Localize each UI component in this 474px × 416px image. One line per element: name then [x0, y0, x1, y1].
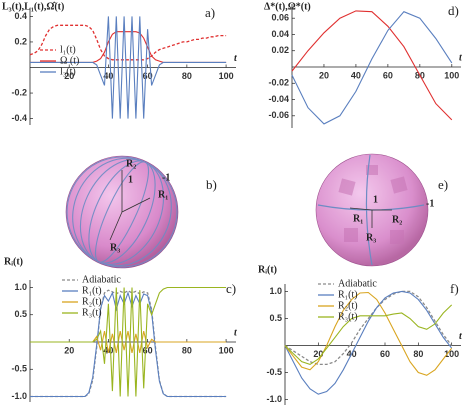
series-line: [284, 290, 453, 366]
y-tick-label: -0.02: [268, 78, 289, 88]
series-line: [29, 24, 227, 61]
x-tick-label: 40: [351, 70, 361, 80]
series-line: [291, 11, 453, 125]
panel-label: b): [206, 177, 217, 192]
sphere-marker: R₁: [353, 213, 363, 224]
y-tick-label: 0.5: [14, 309, 27, 319]
y-tick-label: -1.0: [266, 394, 282, 404]
series-line: [30, 286, 227, 397]
chart-panel: 20 40 60 80 100 -0.4 -0.2 0.2 0.4 t L₃(t),L₁(t),Ω̂…: [2, 1, 238, 125]
x-tick-label: 20: [64, 71, 74, 81]
series-line: [284, 304, 453, 366]
sphere-marker: 1: [128, 174, 133, 185]
sphere-b: R₁ R₂ R₃ 1 -1 b): [65, 155, 217, 269]
chart-panel: 20 40 60 80 100-1.0-0.50.51.0tRᵢ(t)f)Adiabat…: [258, 264, 463, 405]
chart-panel: 20 40 60 80 100-1.0-0.50.51.0tRᵢ(t)c)Adiabat…: [4, 256, 238, 402]
x-tick-label: 80: [413, 349, 423, 359]
legend-label: Adiabatic: [338, 278, 377, 289]
legend-label: Adiabatic: [82, 274, 121, 285]
y-tick-label: 0.06: [271, 13, 289, 23]
series-line: [291, 10, 453, 121]
sphere-marker: R₂: [392, 214, 402, 225]
y-axis-label: Rᵢ(t): [4, 256, 23, 267]
y-tick-label: 1.0: [14, 282, 27, 292]
legend-label: l₁(t): [60, 44, 76, 55]
y-tick-label: -0.5: [11, 364, 27, 374]
y-tick-label: 0.4: [14, 11, 27, 21]
series-line: [284, 291, 453, 376]
x-tick-label: 60: [143, 71, 153, 81]
sphere-marker: R₃: [110, 242, 120, 253]
legend-label: R₁(t): [338, 289, 358, 300]
x-axis-label: t: [234, 53, 238, 64]
sphere-marker: R₁: [158, 189, 168, 200]
y-axis-label: Rᵢ(t): [258, 264, 277, 275]
panel-label: a): [205, 5, 215, 20]
y-tick-label: 1.0: [269, 286, 282, 296]
series-line: [30, 16, 227, 119]
y-tick-label: -0.06: [268, 110, 289, 120]
x-tick-label: 100: [219, 345, 234, 355]
x-tick-label: 60: [380, 349, 390, 359]
x-tick-label: 100: [444, 70, 459, 80]
series-line: [30, 291, 227, 398]
panel-label: e): [438, 177, 448, 192]
x-tick-label: 20: [64, 345, 74, 355]
x-axis-label: t: [459, 331, 463, 342]
y-tick-label: -1.0: [11, 391, 27, 401]
sphere-marker: R₂: [126, 158, 136, 169]
panel-label: c): [226, 281, 236, 296]
x-tick-label: 80: [182, 345, 192, 355]
y-tick-label: 0.02: [271, 45, 289, 55]
legend-label: R₂(t): [82, 296, 102, 307]
x-tick-label: 100: [444, 349, 459, 359]
legend-label: R₃(t): [338, 311, 358, 322]
x-tick-label: 20: [313, 349, 323, 359]
legend-label: l₃(t): [60, 66, 76, 77]
sphere-e: R₁ R₂ R₃ 1 -1 e): [315, 153, 448, 267]
y-axis-label: L₃(t),L₁(t),Ω̂(t): [2, 1, 64, 12]
sphere-marker: 1: [373, 194, 378, 205]
legend-label: R₂(t): [338, 300, 358, 311]
y-tick-label: -0.4: [11, 113, 27, 123]
y-tick-label: 0.5: [269, 313, 282, 323]
legend-label: R₁(t): [82, 285, 102, 296]
x-tick-label: 80: [182, 71, 192, 81]
x-tick-label: 60: [143, 345, 153, 355]
x-tick-label: 20: [319, 70, 329, 80]
y-tick-label: -0.2: [11, 87, 27, 97]
sphere-marker: -1: [162, 172, 170, 183]
y-tick-label: -0.04: [268, 94, 289, 104]
sphere-marker: R₃: [366, 232, 376, 243]
x-axis-label: t: [459, 52, 463, 63]
series-line: [284, 290, 453, 395]
legend-label: Ω (t): [60, 55, 79, 66]
legend-label: R₃(t): [82, 307, 102, 318]
y-tick-label: -0.5: [266, 367, 282, 377]
x-axis-label: t: [234, 327, 238, 338]
y-tick-label: 0.04: [271, 29, 289, 39]
y-axis-label: Δ*(t),Ω*(t): [264, 1, 311, 12]
panel-label: d): [448, 3, 459, 18]
x-tick-label: 40: [103, 71, 113, 81]
chart-panel: 20 40 60 80 100-0.06-0.04-0.020.020.040.06tΔ…: [264, 1, 463, 128]
panel-label: f): [450, 281, 459, 296]
x-tick-label: 60: [383, 70, 393, 80]
sphere-marker: -1: [426, 198, 434, 209]
y-tick-label: 0.2: [14, 36, 27, 46]
x-tick-label: 100: [219, 71, 234, 81]
